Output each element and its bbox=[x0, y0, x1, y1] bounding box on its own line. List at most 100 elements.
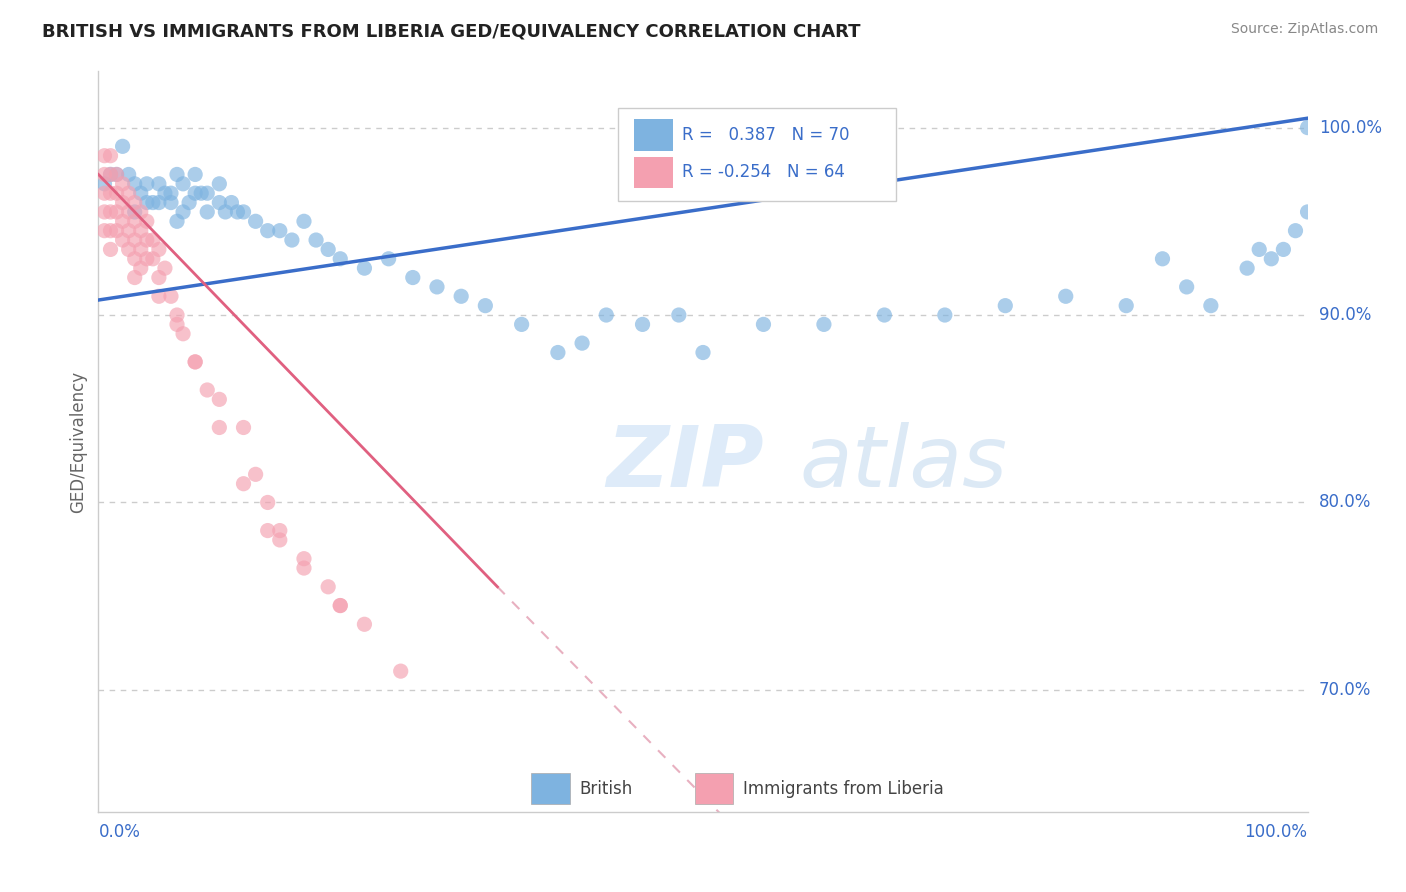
Point bbox=[329, 252, 352, 266]
Point bbox=[426, 280, 449, 294]
Point bbox=[129, 186, 152, 201]
Point bbox=[668, 308, 690, 322]
Point bbox=[631, 318, 654, 332]
Point bbox=[135, 195, 157, 210]
Point bbox=[195, 383, 218, 397]
Point bbox=[124, 177, 146, 191]
Point bbox=[232, 420, 254, 434]
Point bbox=[752, 318, 775, 332]
Point bbox=[111, 233, 134, 247]
Point bbox=[353, 261, 375, 276]
Point bbox=[184, 186, 207, 201]
Point bbox=[105, 224, 128, 238]
Point bbox=[129, 261, 152, 276]
Point bbox=[93, 168, 115, 182]
Point bbox=[148, 289, 170, 303]
FancyBboxPatch shape bbox=[531, 773, 569, 805]
Point bbox=[172, 326, 194, 341]
Point bbox=[100, 186, 122, 201]
Point bbox=[160, 186, 183, 201]
Point bbox=[1249, 243, 1271, 257]
Text: Immigrants from Liberia: Immigrants from Liberia bbox=[742, 780, 943, 797]
Point bbox=[135, 233, 157, 247]
Point bbox=[353, 617, 375, 632]
Point bbox=[389, 664, 412, 678]
Point bbox=[142, 195, 165, 210]
Point bbox=[934, 308, 956, 322]
Point bbox=[135, 214, 157, 228]
Text: British: British bbox=[579, 780, 633, 797]
Point bbox=[256, 524, 278, 538]
Point bbox=[148, 195, 170, 210]
Point bbox=[184, 168, 207, 182]
Point bbox=[93, 149, 115, 163]
Point bbox=[124, 270, 146, 285]
Text: R = -0.254   N = 64: R = -0.254 N = 64 bbox=[682, 163, 845, 181]
Point bbox=[160, 195, 183, 210]
Point bbox=[105, 168, 128, 182]
Text: Source: ZipAtlas.com: Source: ZipAtlas.com bbox=[1230, 22, 1378, 37]
Point bbox=[547, 345, 569, 359]
Point bbox=[474, 299, 496, 313]
Point bbox=[208, 177, 231, 191]
Text: 70.0%: 70.0% bbox=[1319, 681, 1371, 699]
Point bbox=[111, 139, 134, 153]
Point bbox=[377, 252, 399, 266]
Point bbox=[118, 205, 141, 219]
Y-axis label: GED/Equivalency: GED/Equivalency bbox=[69, 370, 87, 513]
Point bbox=[571, 336, 593, 351]
Point bbox=[105, 205, 128, 219]
Point bbox=[208, 420, 231, 434]
Point bbox=[100, 168, 122, 182]
Point bbox=[510, 318, 533, 332]
Point bbox=[100, 224, 122, 238]
Point bbox=[105, 168, 128, 182]
Point bbox=[118, 168, 141, 182]
Point bbox=[179, 195, 201, 210]
FancyBboxPatch shape bbox=[634, 156, 672, 187]
Point bbox=[1115, 299, 1137, 313]
Point bbox=[111, 214, 134, 228]
Text: atlas: atlas bbox=[800, 422, 1008, 505]
Point bbox=[269, 224, 291, 238]
Point bbox=[160, 289, 183, 303]
Point bbox=[118, 224, 141, 238]
Point bbox=[105, 186, 128, 201]
Point bbox=[1296, 205, 1319, 219]
Text: 80.0%: 80.0% bbox=[1319, 493, 1371, 511]
Point bbox=[1054, 289, 1077, 303]
Point bbox=[1272, 243, 1295, 257]
Point bbox=[256, 224, 278, 238]
Point bbox=[166, 308, 188, 322]
Point bbox=[226, 205, 249, 219]
Point bbox=[221, 195, 243, 210]
Point bbox=[190, 186, 212, 201]
Point bbox=[93, 177, 115, 191]
Point bbox=[129, 224, 152, 238]
Point bbox=[124, 195, 146, 210]
Point bbox=[111, 195, 134, 210]
Text: 100.0%: 100.0% bbox=[1244, 823, 1308, 841]
Point bbox=[148, 243, 170, 257]
Point bbox=[208, 392, 231, 407]
Point bbox=[256, 495, 278, 509]
Text: ZIP: ZIP bbox=[606, 422, 763, 505]
Point bbox=[129, 243, 152, 257]
Point bbox=[184, 355, 207, 369]
Point bbox=[329, 599, 352, 613]
Point bbox=[1284, 224, 1306, 238]
Point bbox=[166, 214, 188, 228]
Point bbox=[142, 233, 165, 247]
Point bbox=[148, 177, 170, 191]
Text: BRITISH VS IMMIGRANTS FROM LIBERIA GED/EQUIVALENCY CORRELATION CHART: BRITISH VS IMMIGRANTS FROM LIBERIA GED/E… bbox=[42, 22, 860, 40]
Point bbox=[208, 195, 231, 210]
Point bbox=[118, 243, 141, 257]
Point bbox=[100, 243, 122, 257]
Point bbox=[1260, 252, 1282, 266]
Point bbox=[245, 467, 267, 482]
Point bbox=[100, 205, 122, 219]
Text: 0.0%: 0.0% bbox=[98, 823, 141, 841]
Point bbox=[93, 186, 115, 201]
Point bbox=[124, 252, 146, 266]
Point bbox=[129, 205, 152, 219]
